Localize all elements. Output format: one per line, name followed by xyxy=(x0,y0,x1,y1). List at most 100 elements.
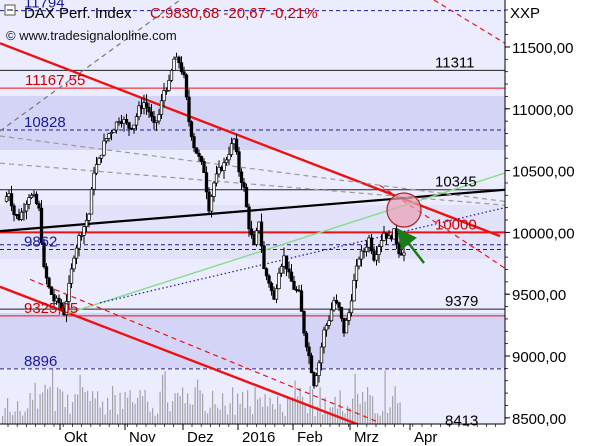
candle-body xyxy=(192,136,196,149)
candle-body xyxy=(344,319,349,334)
volume-bar xyxy=(202,393,204,424)
candle-body xyxy=(254,230,259,245)
y-axis-ticks: 11500,00 11000,00 10500,00 10000,00 9500,00 9… xyxy=(505,9,575,428)
level-label-11794: 11794 xyxy=(24,0,65,12)
y-tick-label: 11000,00 xyxy=(512,102,573,119)
volume-bar xyxy=(59,389,61,424)
candle-body xyxy=(57,297,61,304)
volume-bar xyxy=(272,403,274,424)
candle-body xyxy=(332,300,336,311)
candle-body xyxy=(304,332,309,348)
trend-line-3 xyxy=(0,188,505,233)
candle-body xyxy=(149,111,154,117)
candle-body xyxy=(159,100,164,115)
candle-body xyxy=(109,132,114,134)
candle-body xyxy=(157,114,161,122)
volume-bar xyxy=(149,411,151,424)
volume-bar xyxy=(107,397,109,424)
volume-bar xyxy=(279,404,281,424)
candle-body xyxy=(162,90,166,102)
volume-bar xyxy=(54,410,56,424)
y-tick-label: 10000,00 xyxy=(512,225,575,242)
volume-bar xyxy=(19,411,21,424)
volume-bar xyxy=(382,410,384,424)
y-tick-label: 8500,00 xyxy=(512,411,566,428)
candle-body xyxy=(339,306,344,319)
candle-body xyxy=(37,203,41,209)
volume-bar xyxy=(132,402,134,424)
candle-body xyxy=(249,228,254,236)
volume-bar xyxy=(217,407,219,424)
volume-bar xyxy=(349,407,351,424)
level-label-9862: 9862 xyxy=(24,233,57,250)
trend-line-7 xyxy=(433,0,505,44)
candle-body xyxy=(267,275,271,284)
volume-bar xyxy=(77,394,79,424)
volume-bar xyxy=(282,411,284,424)
candle-body xyxy=(19,211,24,220)
candle-body xyxy=(167,80,171,91)
candle-body xyxy=(4,196,9,202)
volume-bar xyxy=(319,387,321,424)
volume-bar xyxy=(9,411,11,424)
candle-body xyxy=(209,196,214,212)
volume-bar xyxy=(37,408,39,424)
volume-bar xyxy=(377,413,379,424)
volume-bar xyxy=(84,392,86,424)
volume-bar xyxy=(147,401,149,424)
candle-body xyxy=(189,121,194,137)
volume-bar xyxy=(184,403,186,424)
volume-bar xyxy=(4,407,6,424)
candle-body xyxy=(77,235,81,249)
volume-bar xyxy=(32,399,34,424)
volume-bar xyxy=(27,408,29,424)
volume-bar xyxy=(364,401,366,424)
watermark: © www.tradesignalonline.com xyxy=(6,28,177,43)
candle-body xyxy=(104,138,109,142)
volume-bar xyxy=(142,396,144,424)
volume-bar xyxy=(24,411,26,424)
volume-bar xyxy=(209,407,211,424)
volume-bar xyxy=(39,394,41,424)
candle-body xyxy=(67,282,71,302)
volume-bar xyxy=(62,391,64,424)
volume-bar xyxy=(182,387,184,424)
candle-body xyxy=(154,120,159,123)
volume-bar xyxy=(117,414,119,424)
candle-body xyxy=(52,294,56,302)
candle-body xyxy=(299,290,304,312)
volume-bar xyxy=(29,392,31,424)
volume-bar xyxy=(152,407,154,424)
trend-line-10 xyxy=(0,162,505,206)
candle-body xyxy=(334,300,339,303)
volume-bar xyxy=(169,411,171,424)
candle-body xyxy=(379,240,384,247)
volume-bar xyxy=(302,396,304,424)
volume-bar xyxy=(34,382,36,424)
candle-body xyxy=(47,277,51,288)
candle-body xyxy=(92,172,96,190)
volume-bar xyxy=(47,389,49,424)
candle-body xyxy=(99,154,104,159)
quote-text: C:9830,68 -20,67 -0,21% xyxy=(150,5,318,22)
candle-body xyxy=(329,309,334,322)
volume-bar xyxy=(234,414,236,424)
candle-body xyxy=(202,161,206,173)
volume-bar xyxy=(162,374,164,424)
volume-bar xyxy=(137,397,139,424)
candle-body xyxy=(72,257,76,270)
candle-body xyxy=(137,105,141,117)
x-tick-label: Nov xyxy=(129,429,156,446)
candle-body xyxy=(74,247,79,259)
volume-bar xyxy=(347,406,349,424)
volume-bar xyxy=(14,411,16,424)
candle-body xyxy=(147,106,151,113)
volume-bar xyxy=(367,387,369,424)
candle-body xyxy=(274,288,279,300)
volume-bar xyxy=(269,397,271,424)
trend-line-9 xyxy=(0,135,505,203)
volume-bar xyxy=(17,401,19,424)
candle-body xyxy=(134,116,139,126)
volume-bar xyxy=(239,403,241,424)
volume-bar xyxy=(57,387,59,424)
